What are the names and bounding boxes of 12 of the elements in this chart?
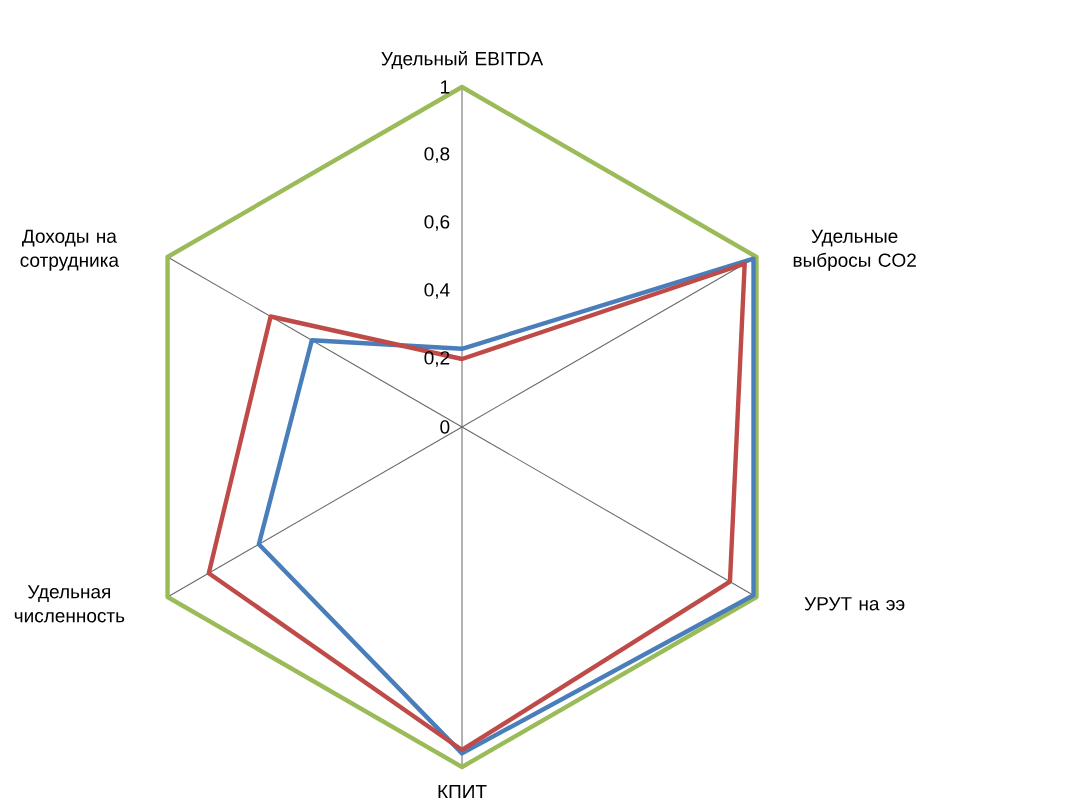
- y-tick-label: 1: [441, 80, 450, 94]
- spoke-label: Удельная численность: [14, 585, 125, 623]
- spoke-label: КПИТ: [438, 784, 487, 799]
- y-tick-label: 0,6: [424, 215, 450, 231]
- spoke-label: Удельный EBITDA: [381, 51, 544, 69]
- y-tick-label: 0,8: [424, 147, 450, 163]
- spoke-label: УРУТ на ээ: [804, 597, 905, 611]
- spoke-label: Доходы на сотрудника: [20, 229, 119, 271]
- y-tick-label: 0,2: [424, 351, 450, 367]
- y-tick-label: 0,4: [424, 283, 450, 299]
- spoke-label: Удельные выбросы CO2: [793, 229, 916, 271]
- y-tick-label: 0: [440, 420, 450, 434]
